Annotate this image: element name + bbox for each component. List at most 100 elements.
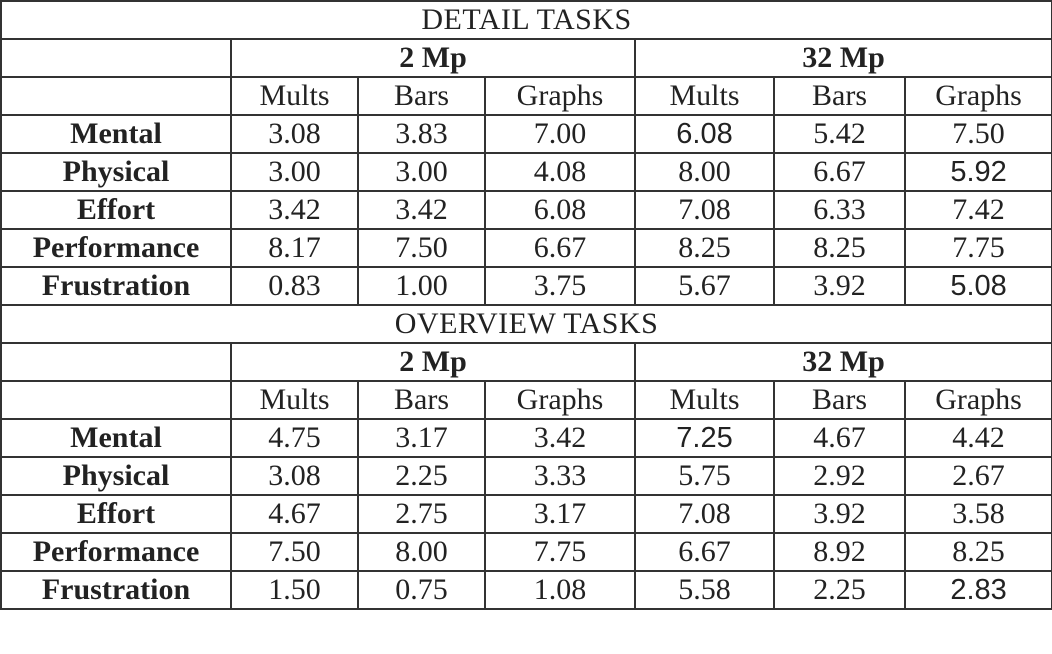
table-cell: 4.75 xyxy=(230,418,359,458)
table-row: Frustration 1.50 0.75 1.08 5.58 2.25 2.83 xyxy=(0,570,1052,610)
table-cell: 3.17 xyxy=(357,418,486,458)
table-cell: 2.67 xyxy=(903,456,1052,496)
group-header-row: 2 Mp 32 Mp xyxy=(0,38,1052,78)
table-cell: 3.92 xyxy=(773,266,906,306)
table-cell: 0.83 xyxy=(230,266,359,306)
column-header: Mults xyxy=(634,380,775,420)
table-cell: 5.58 xyxy=(634,570,775,610)
column-header: Bars xyxy=(357,76,486,116)
table-cell: 7.50 xyxy=(903,114,1052,154)
table-cell: 7.00 xyxy=(484,114,636,154)
table-cell: 3.83 xyxy=(357,114,486,154)
empty-corner-cell xyxy=(0,380,232,420)
table-row: Frustration 0.83 1.00 3.75 5.67 3.92 5.08 xyxy=(0,266,1052,306)
column-header: Graphs xyxy=(903,380,1052,420)
table-row: Performance 8.17 7.50 6.67 8.25 8.25 7.75 xyxy=(0,228,1052,268)
table-cell: 8.25 xyxy=(634,228,775,268)
table-cell: 6.67 xyxy=(484,228,636,268)
column-header: Graphs xyxy=(484,380,636,420)
table-cell: 1.08 xyxy=(484,570,636,610)
section-title: OVERVIEW TASKS xyxy=(0,304,1052,344)
table-row: Effort 3.42 3.42 6.08 7.08 6.33 7.42 xyxy=(0,190,1052,230)
table-cell: 7.08 xyxy=(634,494,775,534)
group-header-row: 2 Mp 32 Mp xyxy=(0,342,1052,382)
table-cell: 3.00 xyxy=(230,152,359,192)
section-title-row: DETAIL TASKS xyxy=(0,0,1052,40)
column-header: Mults xyxy=(230,76,359,116)
table-cell: 5.08 xyxy=(903,266,1052,306)
table-cell: 5.92 xyxy=(903,152,1052,192)
table-cell: 2.75 xyxy=(357,494,486,534)
row-label-effort: Effort xyxy=(0,190,232,230)
table-cell: 2.25 xyxy=(357,456,486,496)
column-header-row: Mults Bars Graphs Mults Bars Graphs xyxy=(0,380,1052,420)
column-header: Graphs xyxy=(484,76,636,116)
column-header-row: Mults Bars Graphs Mults Bars Graphs xyxy=(0,76,1052,116)
table-cell: 3.42 xyxy=(484,418,636,458)
table-cell: 3.08 xyxy=(230,114,359,154)
table-cell: 5.75 xyxy=(634,456,775,496)
column-header: Bars xyxy=(773,380,906,420)
table-cell: 5.42 xyxy=(773,114,906,154)
table-cell: 6.08 xyxy=(634,114,775,154)
column-header: Bars xyxy=(357,380,486,420)
row-label-effort: Effort xyxy=(0,494,232,534)
empty-corner-cell xyxy=(0,342,232,382)
row-label-frustration: Frustration xyxy=(0,266,232,306)
table-cell: 2.83 xyxy=(903,570,1052,610)
table-cell: 3.92 xyxy=(773,494,906,534)
table-cell: 4.08 xyxy=(484,152,636,192)
table-cell: 8.25 xyxy=(773,228,906,268)
table-cell: 7.50 xyxy=(357,228,486,268)
table-cell: 3.42 xyxy=(357,190,486,230)
column-header: Bars xyxy=(773,76,906,116)
table-row: Mental 3.08 3.83 7.00 6.08 5.42 7.50 xyxy=(0,114,1052,154)
column-header: Mults xyxy=(634,76,775,116)
table-body: DETAIL TASKS 2 Mp 32 Mp Mults Bars Graphs Mult… xyxy=(0,0,1052,610)
table-cell: 7.75 xyxy=(903,228,1052,268)
table-row: Physical 3.08 2.25 3.33 5.75 2.92 2.67 xyxy=(0,456,1052,496)
row-label-physical: Physical xyxy=(0,456,232,496)
table-cell: 6.33 xyxy=(773,190,906,230)
table-cell: 8.00 xyxy=(634,152,775,192)
group-header: 32 Mp xyxy=(633,38,1052,78)
row-label-frustration: Frustration xyxy=(0,570,232,610)
column-header: Mults xyxy=(230,380,359,420)
table-row: Performance 7.50 8.00 7.75 6.67 8.92 8.25 xyxy=(0,532,1052,572)
table-cell: 3.08 xyxy=(230,456,359,496)
workload-table: DETAIL TASKS 2 Mp 32 Mp Mults Bars Graphs Mult… xyxy=(0,0,1052,610)
section-title: DETAIL TASKS xyxy=(0,0,1052,40)
table-cell: 6.67 xyxy=(773,152,906,192)
row-label-performance: Performance xyxy=(0,532,232,572)
table-cell: 7.75 xyxy=(484,532,636,572)
table-cell: 7.25 xyxy=(634,418,775,458)
table-cell: 3.42 xyxy=(230,190,359,230)
table-cell: 3.33 xyxy=(484,456,636,496)
group-header: 32 Mp xyxy=(633,342,1052,382)
table-cell: 6.08 xyxy=(484,190,636,230)
table-cell: 3.58 xyxy=(903,494,1052,534)
table-cell: 8.17 xyxy=(230,228,359,268)
table-cell: 2.25 xyxy=(773,570,906,610)
table-cell: 7.50 xyxy=(230,532,359,572)
table-cell: 1.50 xyxy=(230,570,359,610)
column-header: Graphs xyxy=(903,76,1052,116)
table-row: Mental 4.75 3.17 3.42 7.25 4.67 4.42 xyxy=(0,418,1052,458)
table-cell: 4.67 xyxy=(230,494,359,534)
table-row: Physical 3.00 3.00 4.08 8.00 6.67 5.92 xyxy=(0,152,1052,192)
table-cell: 4.42 xyxy=(903,418,1052,458)
row-label-physical: Physical xyxy=(0,152,232,192)
table-cell: 1.00 xyxy=(357,266,486,306)
table-row: Effort 4.67 2.75 3.17 7.08 3.92 3.58 xyxy=(0,494,1052,534)
group-header: 2 Mp xyxy=(230,342,636,382)
table-cell: 6.67 xyxy=(634,532,775,572)
table-cell: 8.25 xyxy=(903,532,1052,572)
empty-corner-cell xyxy=(0,76,232,116)
table-cell: 7.42 xyxy=(903,190,1052,230)
table-cell: 2.92 xyxy=(773,456,906,496)
table-cell: 8.00 xyxy=(357,532,486,572)
row-label-performance: Performance xyxy=(0,228,232,268)
empty-corner-cell xyxy=(0,38,232,78)
table-cell: 0.75 xyxy=(357,570,486,610)
table-cell: 8.92 xyxy=(773,532,906,572)
